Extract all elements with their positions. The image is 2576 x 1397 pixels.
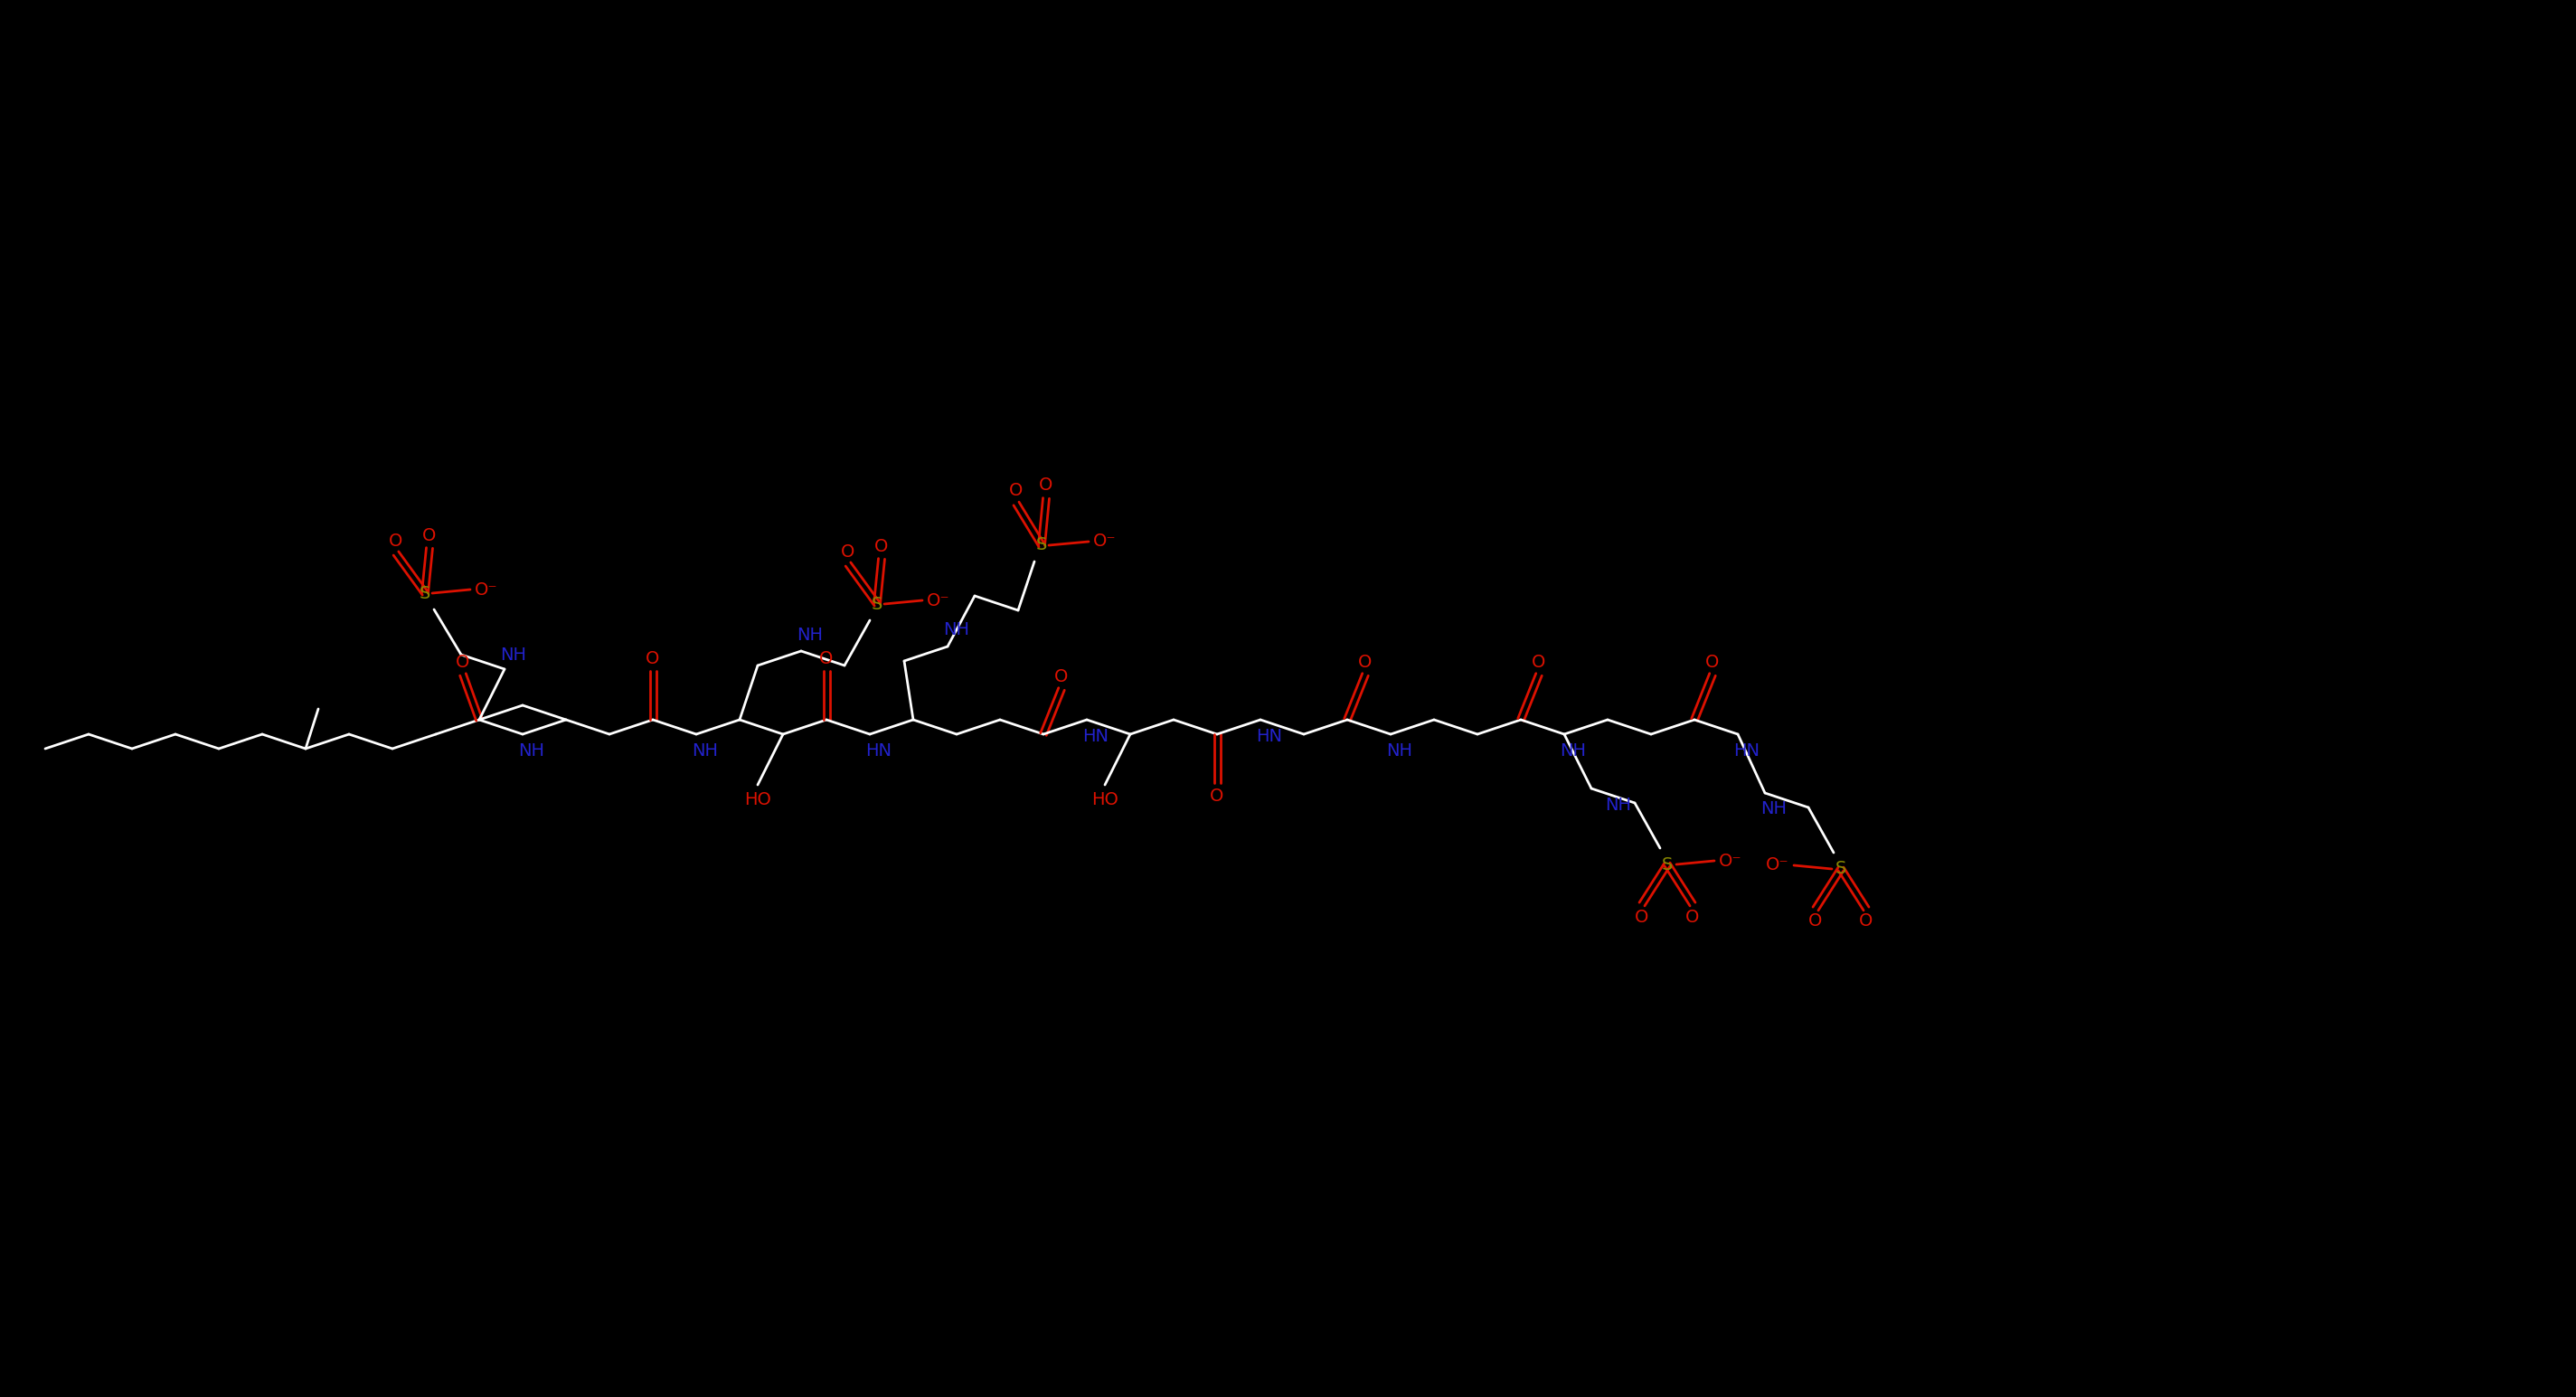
Text: O⁻: O⁻ <box>1092 534 1115 550</box>
Text: O: O <box>389 532 402 549</box>
Text: NH: NH <box>1605 796 1631 813</box>
Text: O: O <box>1010 482 1023 500</box>
Text: HO: HO <box>744 791 770 807</box>
Text: NH: NH <box>943 622 969 638</box>
Text: HN: HN <box>1734 742 1759 759</box>
Text: NH: NH <box>518 742 544 759</box>
Text: NH: NH <box>693 742 719 759</box>
Text: O: O <box>647 650 659 666</box>
Text: O: O <box>842 543 855 560</box>
Text: O: O <box>1705 654 1718 671</box>
Text: NH: NH <box>1762 800 1788 817</box>
Text: O: O <box>1808 912 1824 930</box>
Text: NH: NH <box>1561 742 1587 759</box>
Text: HN: HN <box>1082 728 1110 745</box>
Text: S: S <box>1662 856 1672 873</box>
Text: O: O <box>422 527 435 543</box>
Text: NH: NH <box>500 645 526 664</box>
Text: O: O <box>1211 787 1224 805</box>
Text: S: S <box>420 584 430 602</box>
Text: HN: HN <box>1257 728 1283 745</box>
Text: NH: NH <box>1386 742 1412 759</box>
Text: NH: NH <box>796 626 824 644</box>
Text: HO: HO <box>1092 791 1118 807</box>
Text: O: O <box>1358 654 1373 671</box>
Text: O: O <box>1054 668 1069 685</box>
Text: O⁻: O⁻ <box>927 592 951 609</box>
Text: O⁻: O⁻ <box>1767 856 1790 875</box>
Text: O: O <box>1636 908 1649 925</box>
Text: O⁻: O⁻ <box>474 581 497 598</box>
Text: O: O <box>1533 654 1546 671</box>
Text: O: O <box>1860 912 1873 930</box>
Text: O⁻: O⁻ <box>1718 852 1741 869</box>
Text: S: S <box>1834 861 1847 877</box>
Text: O: O <box>1038 476 1054 495</box>
Text: O: O <box>1685 908 1700 925</box>
Text: O: O <box>876 538 889 555</box>
Text: HN: HN <box>866 742 891 759</box>
Text: S: S <box>1036 536 1048 553</box>
Text: O: O <box>819 650 835 666</box>
Text: O: O <box>456 654 469 671</box>
Text: S: S <box>871 595 884 613</box>
